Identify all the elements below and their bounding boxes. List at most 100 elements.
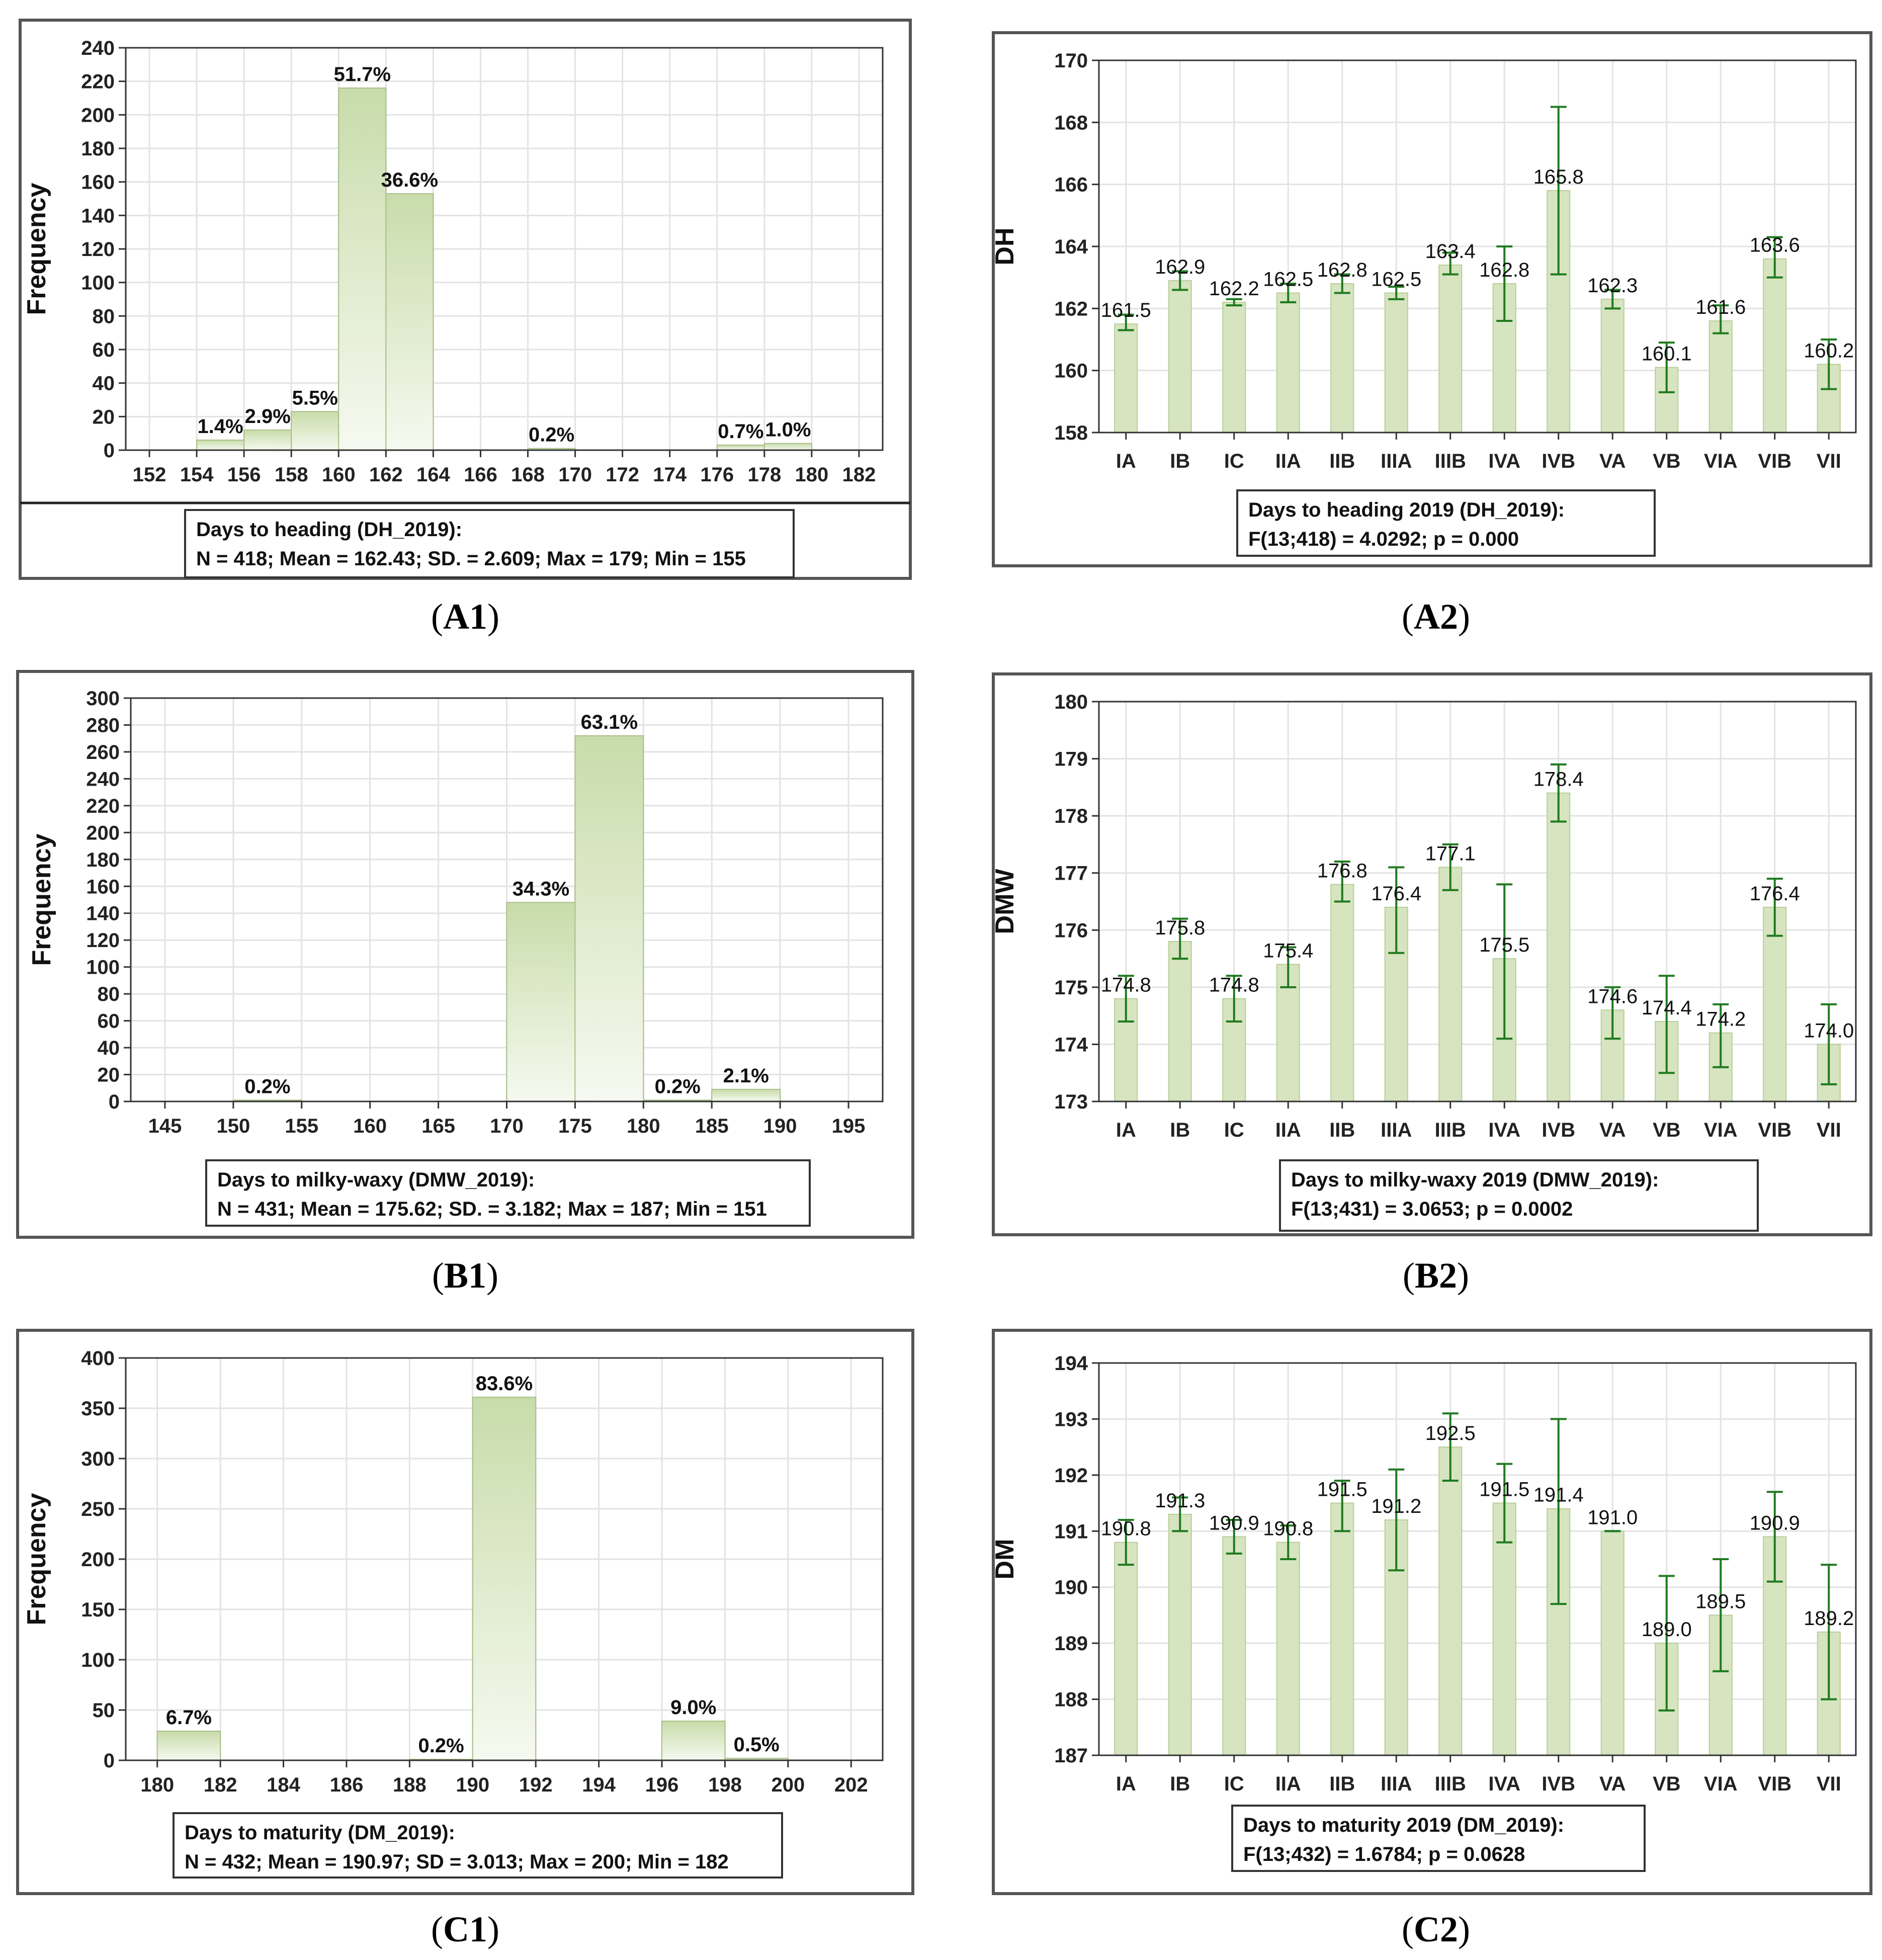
panel-label: (B2) — [1403, 1255, 1469, 1296]
means-panel-B2: Days to milky-waxy 2019 (DMW_2019): F(13;… — [990, 672, 1872, 1296]
x-tick-label: 180 — [795, 464, 829, 486]
y-tick-label: 0 — [104, 1750, 115, 1772]
x-tick-label: 184 — [267, 1774, 300, 1796]
mean-value-label: 177.1 — [1425, 842, 1476, 865]
y-tick-label: 200 — [81, 1549, 115, 1571]
stats-line: F(13;418) = 4.0292; p = 0.000 — [1248, 528, 1519, 550]
x-tick-label: IB — [1170, 1119, 1190, 1141]
x-tick-label: IVB — [1542, 1773, 1575, 1795]
panel-label: (A1) — [431, 596, 499, 637]
y-tick-label: 170 — [1054, 50, 1088, 72]
y-tick-label: 120 — [86, 929, 120, 952]
x-tick-label: 195 — [832, 1115, 866, 1137]
means-panel-C2: Days to maturity 2019 (DM_2019): F(13;432… — [990, 1329, 1872, 1949]
y-tick-label: 176 — [1054, 919, 1088, 942]
x-tick-label: IA — [1116, 1773, 1136, 1795]
y-axis-label: DH — [990, 227, 1019, 265]
mean-value-label: 191.0 — [1587, 1506, 1638, 1528]
histogram-bar — [338, 88, 387, 451]
x-tick-label: VA — [1599, 450, 1626, 472]
panel-frame — [16, 1329, 914, 1895]
mean-value-label: 162.8 — [1317, 259, 1367, 281]
mean-bar — [1492, 1502, 1516, 1756]
mean-value-label: 176.8 — [1317, 860, 1367, 882]
y-tick-label: 80 — [93, 305, 115, 327]
y-tick-label: 140 — [86, 903, 120, 925]
mean-bar — [1168, 941, 1192, 1102]
panel-label: (C1) — [431, 1909, 499, 1949]
bar-percent-label: 0.2% — [244, 1075, 290, 1097]
x-tick-label: 176 — [700, 464, 734, 486]
x-tick-label: VIA — [1704, 450, 1738, 472]
y-tick-label: 40 — [98, 1037, 120, 1059]
mean-bar — [1114, 1542, 1138, 1756]
x-tick-label: 155 — [285, 1115, 318, 1137]
x-tick-label: 168 — [511, 464, 545, 486]
x-tick-label: 172 — [606, 464, 639, 486]
y-tick-label: 280 — [86, 714, 120, 736]
mean-value-label: 190.8 — [1101, 1518, 1151, 1540]
mean-value-label: 174.2 — [1695, 1008, 1746, 1031]
x-tick-label: IC — [1224, 450, 1244, 472]
mean-bar — [1600, 1530, 1624, 1756]
plot-area — [1098, 701, 1857, 1102]
x-tick-label: 190 — [763, 1115, 797, 1137]
bar-percent-label: 0.2% — [529, 424, 574, 446]
x-tick-label: 160 — [353, 1115, 387, 1137]
mean-bar — [1438, 867, 1463, 1102]
y-tick-label: 188 — [1054, 1689, 1088, 1711]
histogram-bar — [385, 193, 434, 451]
y-tick-label: 179 — [1054, 748, 1088, 771]
mean-value-label: 178.4 — [1533, 769, 1584, 791]
mean-bar — [1330, 884, 1354, 1102]
y-tick-label: 0 — [109, 1091, 120, 1113]
y-tick-label: 140 — [81, 205, 115, 227]
x-tick-label: VIB — [1758, 1119, 1791, 1141]
y-tick-label: 40 — [93, 373, 115, 395]
mean-value-label: 189.2 — [1804, 1607, 1854, 1630]
mean-bar — [1330, 1502, 1354, 1756]
histogram-bar — [291, 411, 339, 451]
mean-value-label: 162.3 — [1587, 275, 1638, 297]
mean-value-label: 165.8 — [1533, 166, 1584, 188]
x-tick-label: IVA — [1488, 1119, 1520, 1141]
panel-label: (A2) — [1402, 596, 1470, 637]
y-tick-label: 20 — [93, 406, 115, 428]
x-tick-label: IIIA — [1381, 1773, 1412, 1795]
mean-bar — [1168, 280, 1192, 433]
y-tick-label: 0 — [104, 440, 115, 462]
y-tick-label: 180 — [81, 138, 115, 160]
y-tick-label: 166 — [1054, 174, 1088, 196]
y-tick-label: 200 — [86, 822, 120, 844]
y-tick-label: 60 — [93, 339, 115, 361]
y-tick-label: 50 — [93, 1699, 115, 1722]
plot-area — [125, 47, 884, 451]
x-tick-label: 196 — [645, 1774, 679, 1796]
x-tick-label: 170 — [558, 464, 592, 486]
y-tick-label: 191 — [1054, 1520, 1088, 1543]
bar-percent-label: 9.0% — [670, 1696, 716, 1719]
y-tick-label: 190 — [1054, 1577, 1088, 1599]
histogram-bar — [243, 430, 292, 451]
mean-value-label: 176.4 — [1750, 883, 1800, 905]
bar-percent-label: 1.4% — [198, 415, 243, 438]
mean-value-label: 174.4 — [1642, 997, 1692, 1019]
x-tick-label: 182 — [842, 464, 876, 486]
x-tick-label: IVB — [1542, 450, 1575, 472]
histogram-bar — [156, 1731, 221, 1761]
x-tick-label: 188 — [393, 1774, 426, 1796]
x-tick-label: 166 — [464, 464, 497, 486]
y-axis-label: Frequency — [27, 833, 56, 966]
mean-value-label: 189.0 — [1642, 1618, 1692, 1641]
mean-value-label: 176.4 — [1371, 883, 1421, 905]
y-tick-label: 20 — [98, 1064, 120, 1086]
mean-value-label: 174.6 — [1587, 985, 1638, 1007]
stats-line: F(13;432) = 1.6784; p = 0.0628 — [1243, 1843, 1525, 1865]
panel-label: (C2) — [1402, 1909, 1470, 1949]
plot-area — [1098, 1362, 1857, 1756]
y-tick-label: 173 — [1054, 1091, 1088, 1113]
bar-percent-label: 36.6% — [381, 169, 438, 191]
mean-bar — [1708, 320, 1733, 433]
mean-bar — [1168, 1513, 1192, 1756]
x-tick-label: 190 — [456, 1774, 489, 1796]
